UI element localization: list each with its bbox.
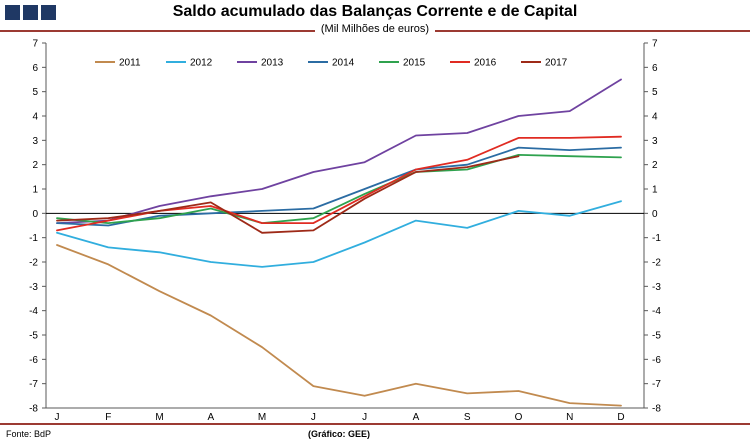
y-tick-label-right: 1 [652, 185, 658, 196]
x-tick-label: A [207, 412, 214, 423]
y-tick-label-left: 6 [32, 63, 38, 74]
y-tick-label-right: -8 [652, 404, 661, 415]
y-tick-label-right: 3 [652, 136, 658, 147]
source-label: Fonte: BdP [6, 429, 52, 439]
series-line-2014 [56, 146, 622, 227]
y-tick-label-right: -5 [652, 331, 661, 342]
y-tick-label-right: -3 [652, 282, 661, 293]
y-tick-label-left: -1 [29, 233, 38, 244]
legend-label-2015: 2015 [403, 58, 426, 69]
y-tick-label-left: 1 [32, 185, 38, 196]
series-line-2017 [56, 155, 520, 234]
x-tick-label: A [413, 412, 420, 423]
legend-label-2014: 2014 [332, 58, 355, 69]
y-tick-label-right: -2 [652, 258, 661, 269]
y-tick-label-left: -8 [29, 404, 38, 415]
series-line-2011 [56, 244, 622, 407]
y-tick-label-left: 4 [32, 112, 38, 123]
logo-square [41, 5, 56, 20]
series-line-2015 [56, 153, 622, 225]
x-tick-label: O [515, 412, 523, 423]
legend-label-2017: 2017 [545, 58, 568, 69]
logo-square [5, 5, 20, 20]
y-tick-label-right: -6 [652, 355, 661, 366]
y-tick-label-left: -2 [29, 258, 38, 269]
x-tick-label: D [617, 412, 624, 423]
chart-subtitle: (Mil Milhões de euros) [0, 23, 750, 35]
x-tick-label: F [105, 412, 111, 423]
y-tick-label-left: -3 [29, 282, 38, 293]
y-tick-label-left: 2 [32, 160, 38, 171]
y-tick-label-right: 6 [652, 63, 658, 74]
y-tick-label-left: -5 [29, 331, 38, 342]
x-tick-label: N [566, 412, 573, 423]
logo [5, 5, 56, 20]
y-tick-label-left: 3 [32, 136, 38, 147]
y-tick-label-right: -4 [652, 306, 661, 317]
series-line-2012 [56, 200, 622, 268]
y-tick-label-right: 7 [652, 39, 658, 50]
x-tick-label: M [155, 412, 163, 423]
x-tick-label: M [258, 412, 266, 423]
y-tick-label-left: 7 [32, 39, 38, 50]
bottom-divider-rule [0, 423, 750, 425]
y-tick-label-left: 5 [32, 87, 38, 98]
y-tick-label-right: 5 [652, 87, 658, 98]
y-tick-label-right: 4 [652, 112, 658, 123]
y-tick-label-right: 0 [652, 209, 658, 220]
series-line-2013 [56, 78, 622, 225]
logo-square [23, 5, 38, 20]
y-tick-label-left: -4 [29, 306, 38, 317]
y-tick-label-right: -1 [652, 233, 661, 244]
x-tick-label: S [464, 412, 471, 423]
y-tick-label-left: 0 [32, 209, 38, 220]
y-tick-label-left: -7 [29, 379, 38, 390]
chart-title: Saldo acumulado das Balanças Corrente e … [172, 3, 578, 20]
x-tick-label: J [311, 412, 316, 423]
legend-label-2012: 2012 [190, 58, 213, 69]
chart-subtitle-text: (Mil Milhões de euros) [314, 23, 436, 35]
y-tick-label-right: -7 [652, 379, 661, 390]
legend-label-2016: 2016 [474, 58, 497, 69]
legend-label-2011: 2011 [119, 58, 141, 69]
legend-label-2013: 2013 [261, 58, 284, 69]
series-line-2016 [56, 135, 622, 232]
y-tick-label-right: 2 [652, 160, 658, 171]
y-tick-label-left: -6 [29, 355, 38, 366]
x-tick-label: J [362, 412, 367, 423]
x-tick-label: J [55, 412, 60, 423]
credit-label: (Gráfico: GEE) [308, 429, 371, 439]
